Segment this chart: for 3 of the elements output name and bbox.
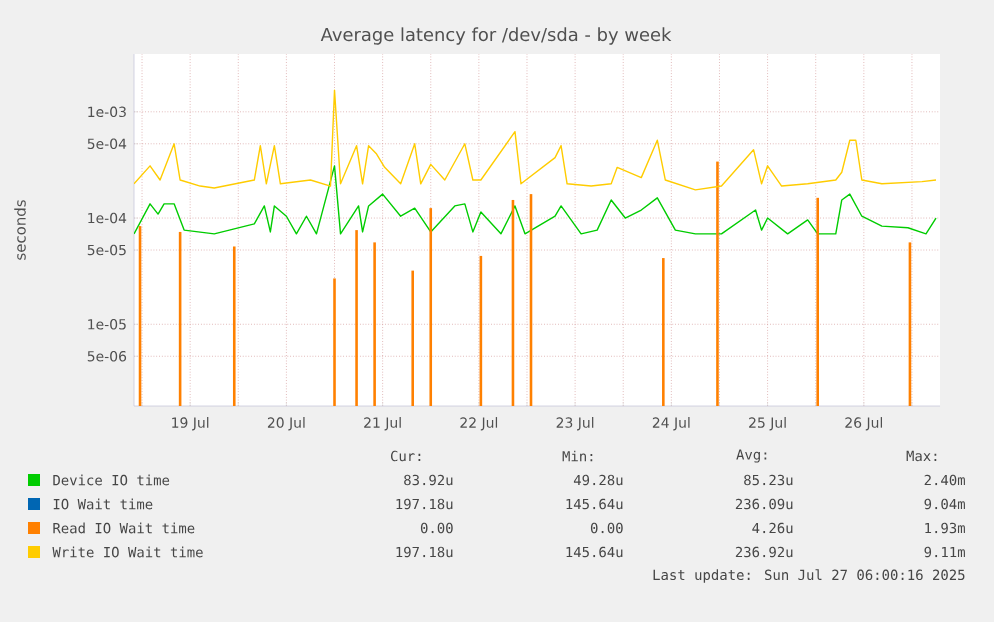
chart-title: Average latency for /dev/sda - by week [320, 27, 672, 45]
line-series [134, 165, 937, 235]
line-series [134, 89, 937, 191]
